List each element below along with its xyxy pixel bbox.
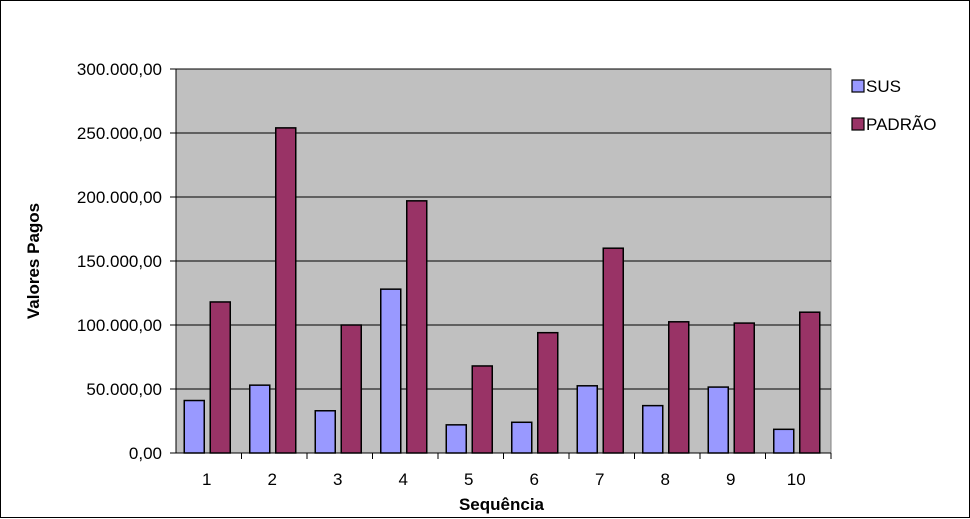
bar-padr-o-6: [537, 331, 559, 454]
bar-padr-o-5: [471, 365, 493, 454]
bar-sus-9: [707, 386, 729, 454]
legend: SUS PADRÃO: [851, 77, 937, 134]
y-axis-title: Valores Pagos: [24, 203, 43, 319]
x-tick-label: 1: [202, 470, 211, 489]
x-tick-label: 10: [787, 470, 806, 489]
x-tick-label: 5: [464, 470, 473, 489]
x-tick-label: 6: [530, 470, 539, 489]
y-tick-label: 300.000,00: [77, 60, 162, 79]
y-tick-label: 200.000,00: [77, 188, 162, 207]
x-tick-label: 3: [333, 470, 342, 489]
axes: [170, 68, 832, 459]
bar-padr-o-7: [602, 247, 624, 454]
bar-padr-o-1: [209, 301, 231, 454]
legend-label: SUS: [866, 77, 901, 96]
bar-sus-6: [511, 421, 533, 454]
bar-sus-10: [773, 428, 795, 454]
x-tick-label: 7: [595, 470, 604, 489]
bars: [183, 127, 821, 454]
legend-swatch: [851, 79, 865, 93]
y-tick-label: 0,00: [129, 444, 162, 463]
y-tick-label: 100.000,00: [77, 316, 162, 335]
bar-sus-7: [576, 385, 598, 454]
bar-padr-o-3: [340, 324, 362, 454]
bar-padr-o-10: [799, 311, 821, 454]
bar-sus-8: [642, 404, 664, 454]
bar-sus-4: [380, 288, 402, 454]
bar-padr-o-9: [733, 322, 755, 454]
y-tick-label: 50.000,00: [86, 380, 162, 399]
x-axis-title: Sequência: [459, 495, 545, 514]
bar-sus-2: [249, 384, 271, 454]
x-tick-label: 8: [661, 470, 670, 489]
bar-padr-o-4: [406, 200, 428, 454]
bar-padr-o-8: [668, 321, 690, 454]
legend-label: PADRÃO: [866, 115, 937, 134]
y-tick-label: 150.000,00: [77, 252, 162, 271]
bar-sus-3: [314, 410, 336, 454]
bar-sus-5: [445, 424, 467, 454]
y-tick-label: 250.000,00: [77, 124, 162, 143]
x-tick-label: 9: [726, 470, 735, 489]
legend-swatch: [851, 117, 865, 131]
x-tick-label: 2: [268, 470, 277, 489]
bar-padr-o-2: [275, 127, 297, 454]
y-tick-labels: 0,00 50.000,00 100.000,00 150.000,00 200.000…: [77, 60, 162, 463]
x-tick-label: 4: [399, 470, 408, 489]
bar-sus-1: [183, 399, 205, 454]
x-tick-labels: 1 2 3 4 5 6 7 8 9 10: [202, 470, 806, 489]
